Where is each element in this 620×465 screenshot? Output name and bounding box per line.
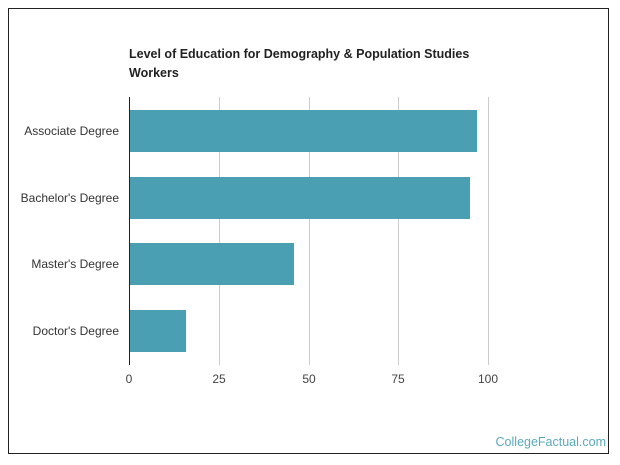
y-axis-line bbox=[129, 97, 130, 365]
category-label: Doctor's Degree bbox=[32, 324, 119, 338]
bar-bachelors-degree[interactable] bbox=[129, 177, 471, 219]
gridline-100 bbox=[488, 97, 489, 365]
category-label: Associate Degree bbox=[24, 124, 119, 138]
x-tick-label: 50 bbox=[302, 372, 316, 386]
bar-masters-degree[interactable] bbox=[129, 243, 295, 285]
x-tick-label: 100 bbox=[477, 372, 499, 386]
x-tick-label: 0 bbox=[125, 372, 133, 386]
bar-doctors-degree[interactable] bbox=[129, 310, 187, 352]
bar-associate-degree[interactable] bbox=[129, 110, 478, 152]
chart-frame bbox=[8, 8, 609, 454]
gridline-50 bbox=[309, 97, 310, 365]
x-tick-label: 25 bbox=[212, 372, 226, 386]
gridline-25 bbox=[219, 97, 220, 365]
source-link[interactable]: CollegeFactual.com bbox=[495, 435, 606, 449]
x-tick-label: 75 bbox=[391, 372, 405, 386]
gridline-75 bbox=[398, 97, 399, 365]
category-label: Master's Degree bbox=[31, 257, 119, 271]
plot-area bbox=[129, 97, 489, 365]
chart-title: Level of Education for Demography & Popu… bbox=[129, 47, 470, 80]
category-label: Bachelor's Degree bbox=[20, 191, 119, 205]
